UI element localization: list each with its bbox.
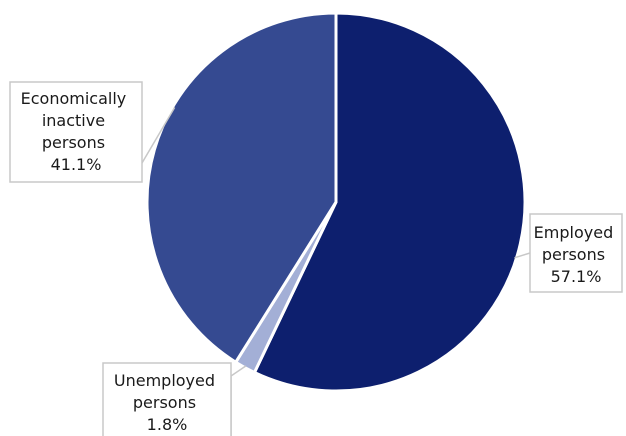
callout-employed-box [529, 213, 623, 293]
data-label-inactive-line-1: Economically [21, 89, 127, 108]
leader-employed [514, 252, 531, 259]
data-label-inactive: Economically inactive persons 41.1% [21, 89, 132, 174]
data-label-inactive-line-3: persons [42, 133, 105, 152]
data-label-employed-line-1: Employed [534, 223, 614, 242]
data-label-employed: Employed persons 57.1% [534, 223, 619, 286]
pie-slices [145, 11, 527, 393]
data-label-employed-line-2: persons [542, 245, 605, 264]
slice-employed [252, 11, 527, 393]
callout-inactive: Economically inactive persons 41.1% [9, 81, 143, 183]
callout-employed: Employed persons 57.1% [529, 213, 623, 293]
slice-inactive [145, 11, 338, 365]
data-label-employed-value: 57.1% [551, 267, 602, 286]
data-label-unemployed-line-2: persons [133, 393, 196, 412]
leader-inactive [141, 107, 176, 164]
data-label-inactive-value: 41.1% [51, 155, 102, 174]
callout-inactive-box [9, 81, 143, 183]
data-label-unemployed-line-1: Unemployed [114, 371, 215, 390]
data-label-unemployed-value: 1.8% [147, 415, 188, 434]
data-label-unemployed: Unemployed persons 1.8% [114, 371, 220, 434]
leader-unemployed [230, 365, 247, 436]
data-label-inactive-line-2: inactive [42, 111, 105, 130]
callout-unemployed-box [102, 362, 232, 436]
callout-unemployed: Unemployed persons 1.8% [102, 362, 232, 436]
